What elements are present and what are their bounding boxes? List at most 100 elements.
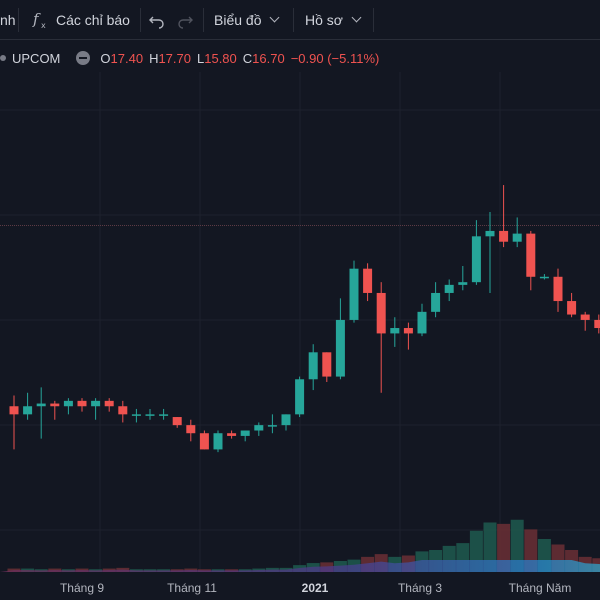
candlesticks <box>9 185 600 453</box>
volume-bar <box>238 569 252 572</box>
function-icon: f x <box>32 10 46 30</box>
time-axis-label: Tháng 11 <box>167 581 217 595</box>
collapse-legend-button[interactable] <box>76 51 91 65</box>
volume-average-area <box>0 558 600 572</box>
candle-body <box>227 433 237 436</box>
candle-body <box>281 414 291 426</box>
candle-body <box>485 230 495 237</box>
volume-bar <box>401 555 415 572</box>
volume-bar <box>293 565 307 572</box>
candle-body <box>308 352 318 380</box>
volume-bar <box>75 568 89 572</box>
time-axis-label: Tháng 9 <box>60 581 104 595</box>
high-value: 17.70 <box>158 50 191 66</box>
undo-icon <box>149 16 164 29</box>
candle-body <box>526 233 536 277</box>
volume-bar <box>170 569 184 572</box>
volume-bar <box>442 545 456 572</box>
volume-bar <box>347 559 361 572</box>
volume-bar <box>102 568 116 572</box>
volume-bar <box>157 569 171 572</box>
candle-body <box>23 406 33 415</box>
candle-body <box>567 301 577 315</box>
candle-body <box>77 400 87 407</box>
volume-bar <box>129 569 143 572</box>
open-value: 17.40 <box>110 50 144 66</box>
volume-bar <box>388 556 402 572</box>
volume-bar <box>7 568 21 572</box>
candle-body <box>363 268 373 293</box>
volume-bar <box>456 543 470 572</box>
candle-body <box>403 328 413 334</box>
time-axis: Tháng 9 Tháng 11 2021 Tháng 3 Tháng Năm <box>0 572 600 600</box>
candle-body <box>172 417 182 426</box>
open-label: O <box>100 50 111 66</box>
candle-body <box>417 311 427 334</box>
volume-bar <box>306 563 320 572</box>
volume-bar <box>21 568 35 572</box>
volume-bar <box>524 529 538 572</box>
volume-bar <box>34 569 48 572</box>
toolbar-separator <box>140 8 141 32</box>
candle-body <box>145 414 155 416</box>
indicators-button[interactable]: f x Các chỉ báo <box>32 0 130 39</box>
volume-gradient-area <box>0 558 600 572</box>
candle-body <box>553 276 563 302</box>
toolbar-separator <box>18 8 19 32</box>
candle-body <box>499 230 509 242</box>
profile-menu-button[interactable]: Hồ sơ <box>305 0 362 39</box>
volume-bar <box>184 568 198 572</box>
close-label: C <box>242 50 253 66</box>
redo-icon <box>178 16 193 29</box>
candle-body <box>376 292 386 334</box>
candle-body <box>431 292 441 312</box>
svg-text:f: f <box>32 10 41 28</box>
candle-body <box>580 314 590 320</box>
volume-bar <box>89 569 103 572</box>
volume-bar <box>265 567 279 572</box>
volume-bar <box>279 567 293 572</box>
candle-body <box>240 430 250 436</box>
volume-bar <box>429 550 443 572</box>
volume-bar <box>483 522 497 572</box>
candle-body <box>199 433 209 450</box>
candle-body <box>444 284 454 293</box>
candle-body <box>295 379 305 415</box>
svg-text:x: x <box>41 21 46 30</box>
toolbar-partial-item[interactable]: nh <box>0 11 16 28</box>
volume-bar <box>116 567 130 572</box>
time-axis-label: Tháng Năm <box>509 581 572 595</box>
exchange-label: UPCOM <box>12 50 61 66</box>
volume-bar <box>61 569 75 572</box>
minus-icon <box>79 57 88 59</box>
candle-body <box>512 233 522 242</box>
candle-body <box>254 425 264 431</box>
volume-bar <box>578 556 592 572</box>
volume-bar <box>565 550 579 572</box>
chart-grid <box>0 72 600 572</box>
chart-menu-button[interactable]: Biểu đồ <box>214 0 280 39</box>
volume-bar <box>333 561 347 572</box>
volume-bar <box>252 568 266 572</box>
candle-body <box>335 319 345 377</box>
volume-bar <box>415 551 429 572</box>
status-dot-icon <box>0 55 6 61</box>
candle-body <box>9 406 19 415</box>
toolbar-separator <box>203 8 204 32</box>
candle-body <box>91 400 101 407</box>
candle-body <box>131 414 141 416</box>
candle-body <box>186 425 196 434</box>
candle-body <box>539 276 549 279</box>
candle-body <box>63 400 73 407</box>
undo-button[interactable] <box>148 0 166 39</box>
top-toolbar: nh f x Các chỉ báo Biểu đồ Hồ sơ <box>0 0 600 40</box>
candle-body <box>118 406 128 415</box>
volume-bar <box>592 558 600 572</box>
volume-bar <box>551 544 565 572</box>
chevron-down-icon <box>351 12 362 23</box>
volume-bar <box>361 556 375 572</box>
redo-button[interactable] <box>176 0 194 39</box>
candle-body <box>104 400 114 407</box>
candle-body <box>36 403 46 407</box>
